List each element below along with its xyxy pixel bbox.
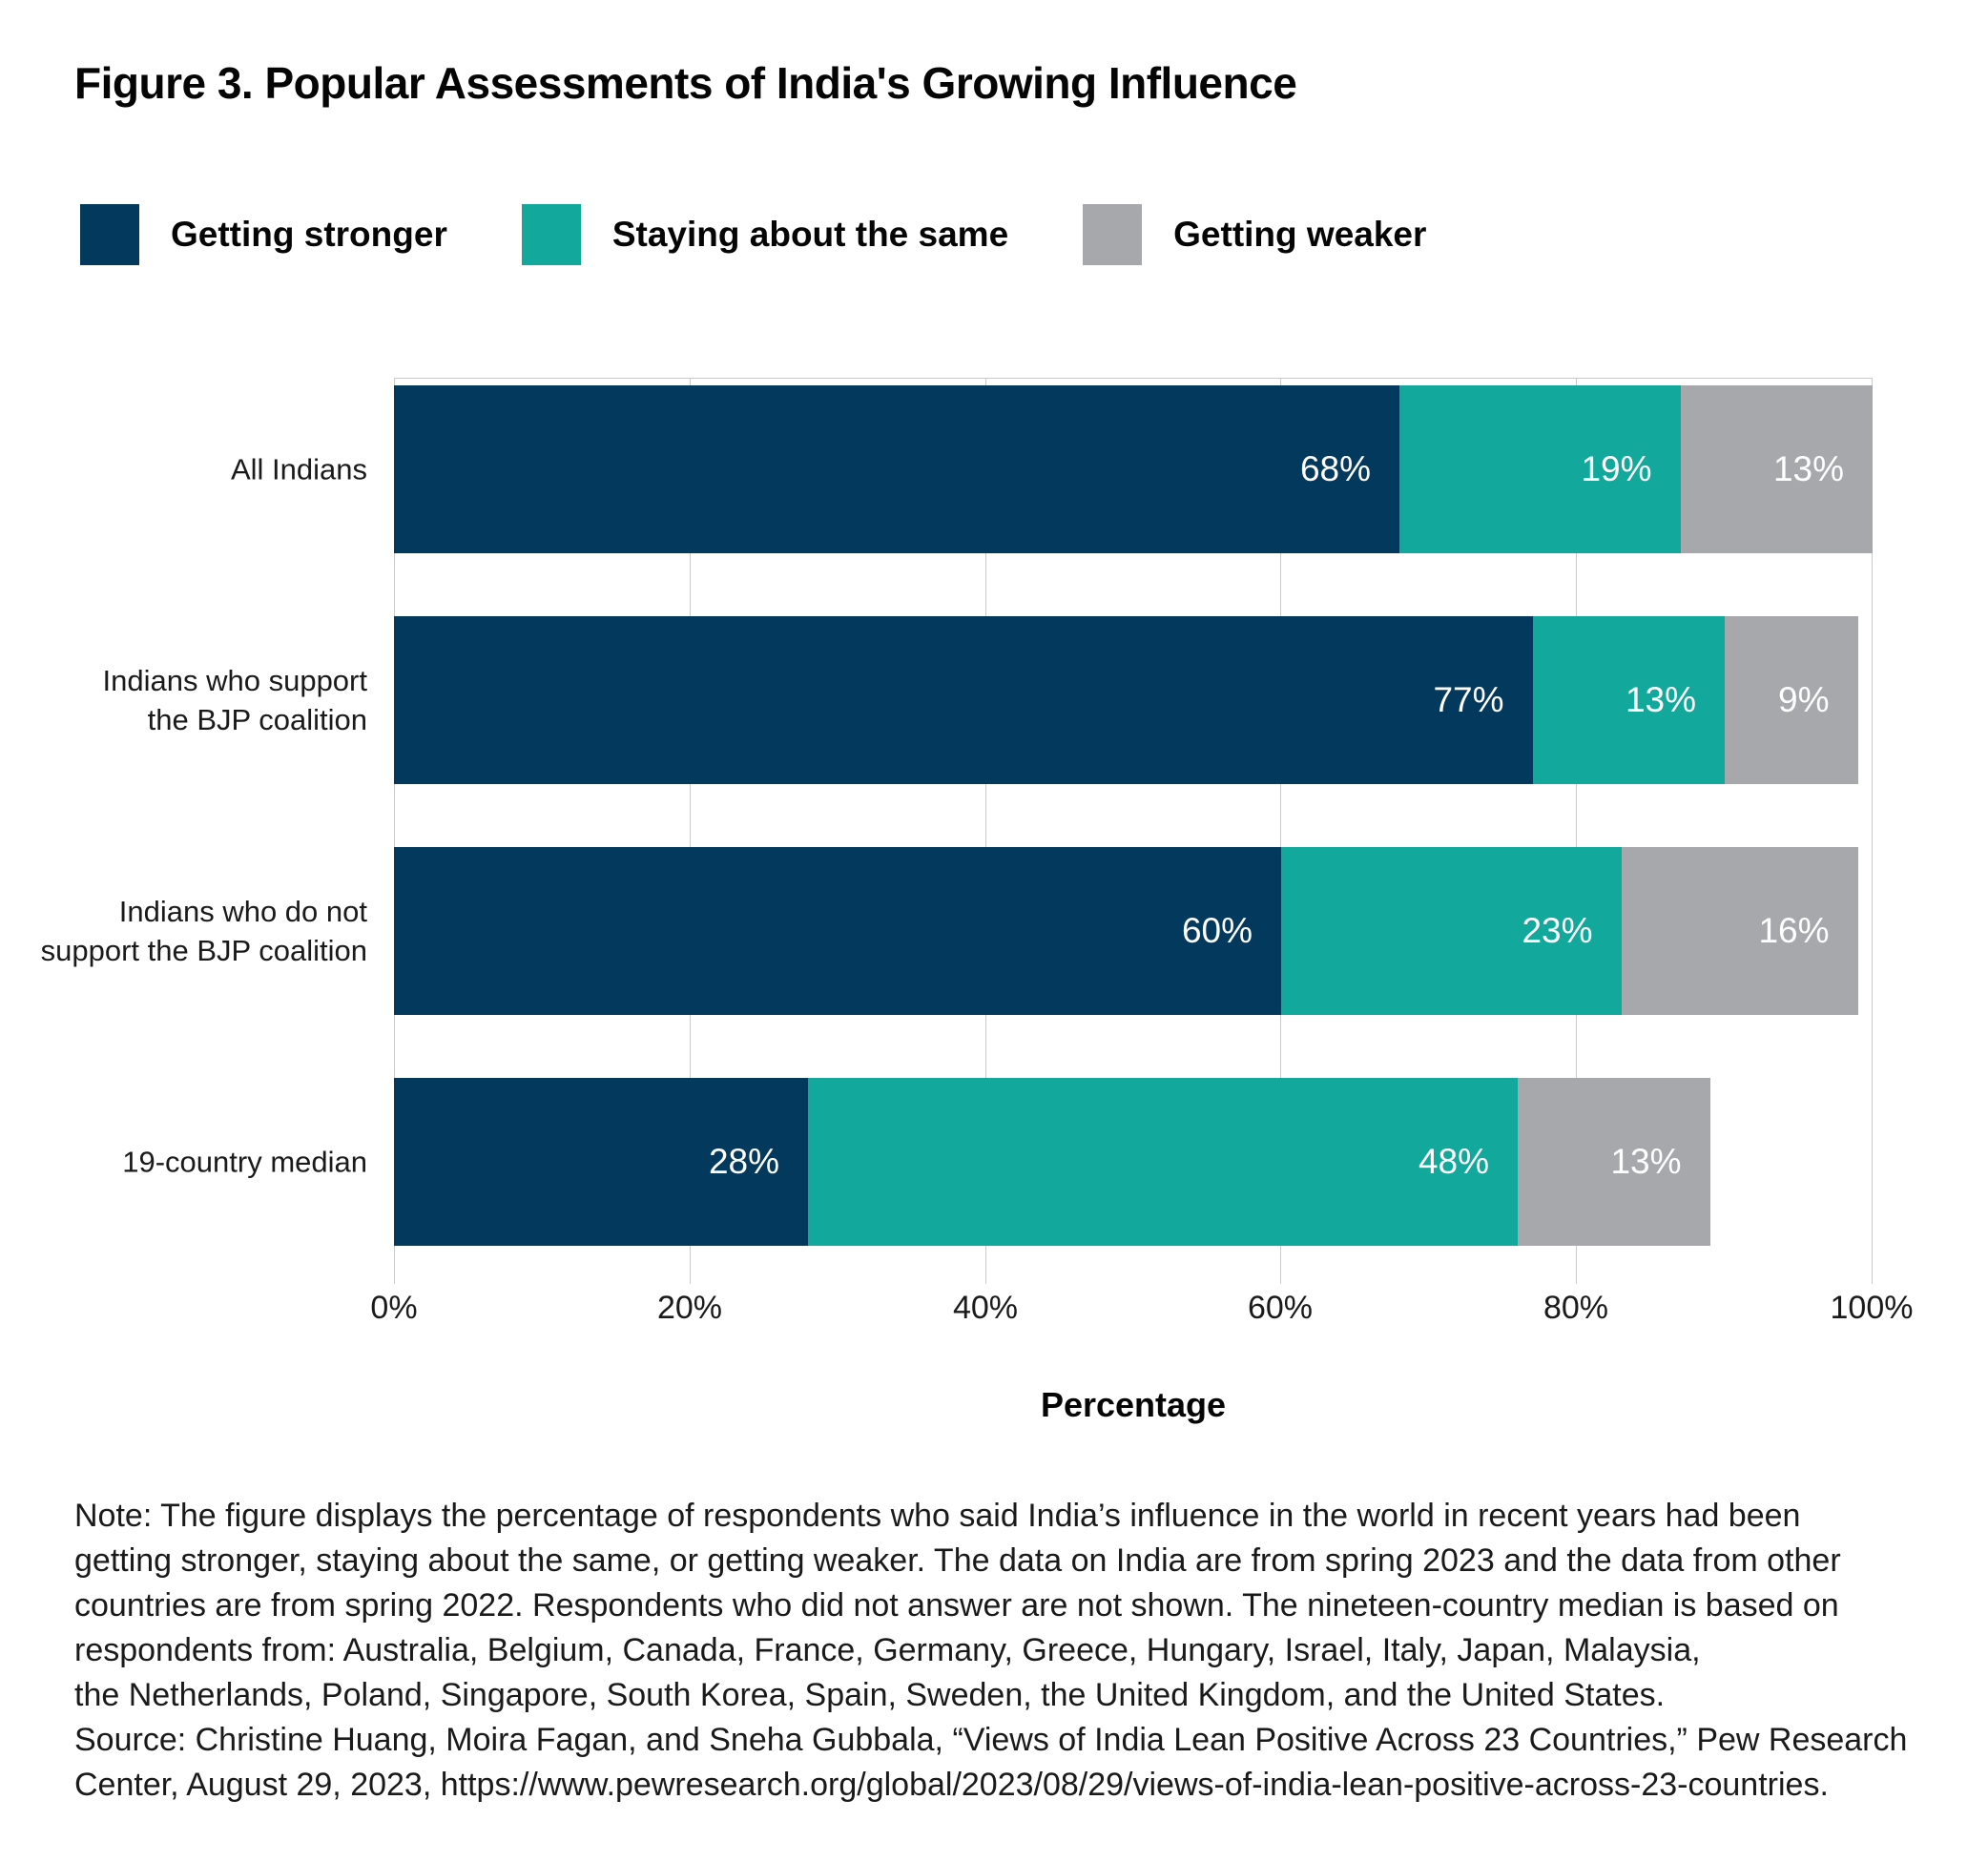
bar-value-label: 68% xyxy=(1299,449,1371,488)
note-line: countries are from spring 2022. Responde… xyxy=(74,1587,1839,1624)
category-label: Indians who support the BJP coalition xyxy=(102,664,367,736)
bar-value-label: 28% xyxy=(708,1142,779,1181)
source-line: Source: Christine Huang, Moira Fagan, an… xyxy=(74,1722,1908,1758)
bar-value-label: 13% xyxy=(1625,680,1696,719)
plot-area: 68% 19% 13% 77% 13% 9% 60% 23% 16% 28% 48% 13% xyxy=(394,378,1873,1284)
category-label: All Indians xyxy=(230,452,367,486)
gridline xyxy=(985,378,986,1284)
bar-value-label: 60% xyxy=(1181,911,1253,950)
legend-item: Getting weaker xyxy=(1083,204,1426,265)
bar-segment: 13% xyxy=(1680,385,1873,553)
bar-segment: 19% xyxy=(1399,385,1681,553)
bar-segment: 9% xyxy=(1725,616,1858,784)
bar-segment: 13% xyxy=(1518,1078,1710,1246)
bar-segment: 60% xyxy=(394,847,1281,1015)
bar-row: 68% 19% 13% xyxy=(394,385,1873,553)
x-axis-tick-label: 100% xyxy=(1830,1290,1914,1326)
x-axis-tick-label: 0% xyxy=(370,1290,418,1326)
bar-row: 60% 23% 16% xyxy=(394,847,1873,1015)
bar-segment: 68% xyxy=(394,385,1399,553)
bar-value-label: 13% xyxy=(1610,1142,1682,1181)
bar-segment: 16% xyxy=(1621,847,1858,1015)
gridline xyxy=(394,378,395,1284)
note-block: Note: The figure displays the percentage… xyxy=(74,1494,1944,1808)
bar-value-label: 13% xyxy=(1772,449,1844,488)
bar-value-label: 16% xyxy=(1758,911,1830,950)
source-line: Center, August 29, 2023, https://www.pew… xyxy=(74,1767,1829,1803)
bar-segment: 48% xyxy=(808,1078,1518,1246)
legend: Getting stronger Staying about the same Ge… xyxy=(80,204,1426,265)
bar-segment: 77% xyxy=(394,616,1533,784)
x-axis-tick-label: 80% xyxy=(1543,1290,1609,1326)
x-axis-tick-label: 20% xyxy=(656,1290,723,1326)
x-axis-title: Percentage xyxy=(1040,1385,1227,1424)
bar-value-label: 19% xyxy=(1581,449,1652,488)
x-axis: 0% 20% 40% 60% 80% 100% xyxy=(370,1290,1913,1332)
legend-swatch xyxy=(80,204,139,265)
note-line: Note: The figure displays the percentage… xyxy=(74,1498,1801,1534)
legend-swatch xyxy=(1083,204,1143,265)
gridline xyxy=(1872,378,1873,1284)
bar-segment: 23% xyxy=(1281,847,1622,1015)
legend-label: Getting weaker xyxy=(1173,215,1427,254)
note-line: respondents from: Australia, Belgium, Ca… xyxy=(74,1632,1701,1668)
bar-row: 77% 13% 9% xyxy=(394,616,1873,784)
legend-label: Getting stronger xyxy=(171,215,447,254)
figure-title: Figure 3. Popular Assessments of India's… xyxy=(74,58,1297,108)
plot-top-border xyxy=(394,378,1873,379)
x-axis-tick-label: 40% xyxy=(952,1290,1019,1326)
note-line: the Netherlands, Poland, Singapore, Sout… xyxy=(74,1677,1666,1713)
gridline xyxy=(1280,378,1281,1284)
x-axis-tick-label: 60% xyxy=(1247,1290,1314,1326)
category-label: 19-country median xyxy=(122,1145,367,1179)
bar-value-label: 23% xyxy=(1522,911,1593,950)
bar-row: 28% 48% 13% xyxy=(394,1078,1873,1246)
legend-item: Getting stronger xyxy=(80,204,447,265)
category-label: Indians who do not support the BJP coalit… xyxy=(40,895,367,967)
legend-item: Staying about the same xyxy=(521,204,1009,265)
gridline xyxy=(1576,378,1577,1284)
legend-swatch xyxy=(521,204,581,265)
bar-value-label: 48% xyxy=(1418,1142,1489,1181)
gridline xyxy=(690,378,691,1284)
bar-value-label: 9% xyxy=(1778,680,1830,719)
note-line: getting stronger, staying about the same… xyxy=(74,1542,1841,1579)
bar-segment: 28% xyxy=(394,1078,808,1246)
legend-label: Staying about the same xyxy=(611,215,1009,254)
bar-segment: 13% xyxy=(1532,616,1725,784)
bar-value-label: 77% xyxy=(1433,680,1504,719)
